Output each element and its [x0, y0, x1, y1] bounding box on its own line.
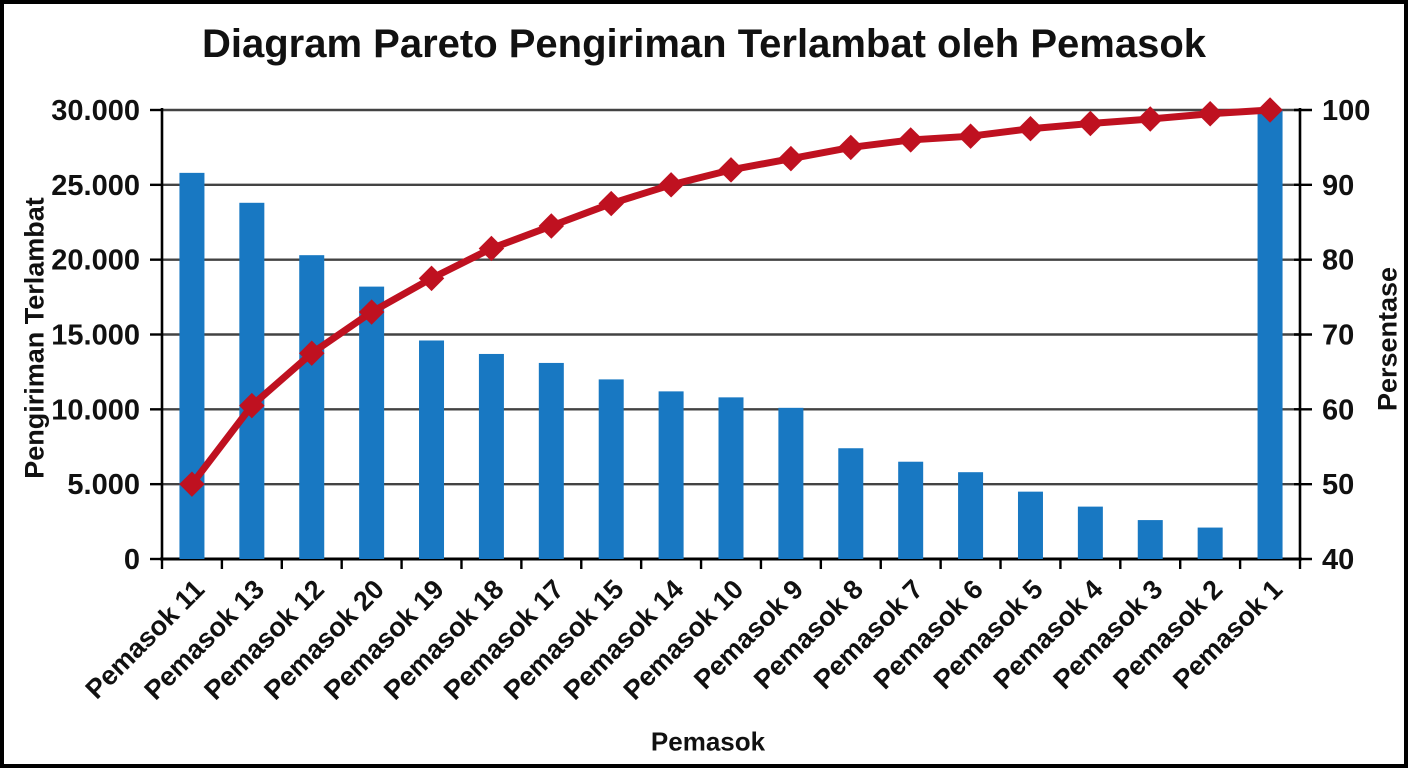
line-marker-pemasok-9	[778, 145, 804, 172]
bar-pemasok-20	[359, 286, 385, 559]
bar-pemasok-10	[718, 397, 744, 559]
line-marker-pemasok-17	[538, 213, 565, 239]
bar-pemasok-4	[1077, 506, 1103, 559]
right-axis-tick-label: 90	[1322, 170, 1354, 202]
right-axis-tick-label: 40	[1322, 544, 1354, 576]
left-axis-tick-label: 20.000	[51, 245, 140, 277]
bar-pemasok-15	[598, 379, 624, 559]
bar-pemasok-1	[1257, 110, 1283, 559]
right-axis-tick-label: 50	[1322, 469, 1354, 501]
bar-pemasok-8	[838, 448, 864, 559]
line-marker-pemasok-10	[718, 157, 744, 183]
right-axis-tick-label: 70	[1322, 320, 1354, 352]
plot-area: 0 5.000 10.000 15.000 20.000 25.000 30.000 40 50…	[51, 95, 1370, 706]
x-axis-title: Pemasok	[650, 726, 766, 757]
bar-pemasok-14	[658, 391, 684, 559]
line-marker-pemasok-15	[598, 190, 624, 217]
bar-pemasok-12	[299, 255, 325, 559]
line-marker-pemasok-4	[1077, 110, 1104, 137]
left-axis-tick-label: 0	[124, 544, 140, 576]
line-marker-pemasok-8	[838, 134, 864, 161]
bar-pemasok-13	[239, 202, 265, 559]
bar-pemasok-2	[1197, 527, 1223, 559]
left-axis-tick-label: 25.000	[51, 170, 140, 202]
line-marker-pemasok-19	[418, 265, 445, 292]
bar-pemasok-9	[778, 407, 804, 559]
bar-pemasok-11	[179, 172, 205, 560]
line-marker-pemasok-13	[239, 392, 265, 419]
right-axis-tick-label: 100	[1322, 95, 1370, 127]
line-marker-pemasok-18	[478, 235, 505, 262]
left-axis-tick-label: 15.000	[51, 320, 140, 352]
bar-pemasok-3	[1137, 520, 1163, 559]
line-marker-pemasok-7	[897, 127, 924, 153]
bar-pemasok-6	[958, 472, 984, 559]
line-marker-pemasok-5	[1017, 115, 1044, 142]
left-axis-tick-label: 10.000	[51, 394, 140, 426]
left-axis-tick-label: 30.000	[51, 95, 140, 127]
bar-pemasok-17	[538, 362, 564, 559]
line-marker-pemasok-20	[358, 299, 385, 325]
right-axis-tick-label: 80	[1322, 245, 1354, 277]
bars-group	[179, 110, 1283, 560]
line-marker-pemasok-2	[1197, 101, 1223, 127]
bar-pemasok-7	[898, 461, 924, 559]
chart-title: Diagram Pareto Pengiriman Terlambat oleh…	[201, 22, 1207, 66]
bar-pemasok-18	[478, 353, 504, 559]
right-axis-tick-label: 60	[1322, 394, 1354, 426]
line-marker-pemasok-11	[179, 471, 205, 497]
line-marker-pemasok-6	[957, 123, 984, 149]
line-marker-pemasok-14	[658, 172, 684, 198]
bar-pemasok-5	[1017, 491, 1043, 559]
bar-pemasok-19	[419, 340, 445, 559]
line-marker-pemasok-12	[299, 340, 325, 366]
left-axis-tick-label: 5.000	[67, 469, 140, 501]
